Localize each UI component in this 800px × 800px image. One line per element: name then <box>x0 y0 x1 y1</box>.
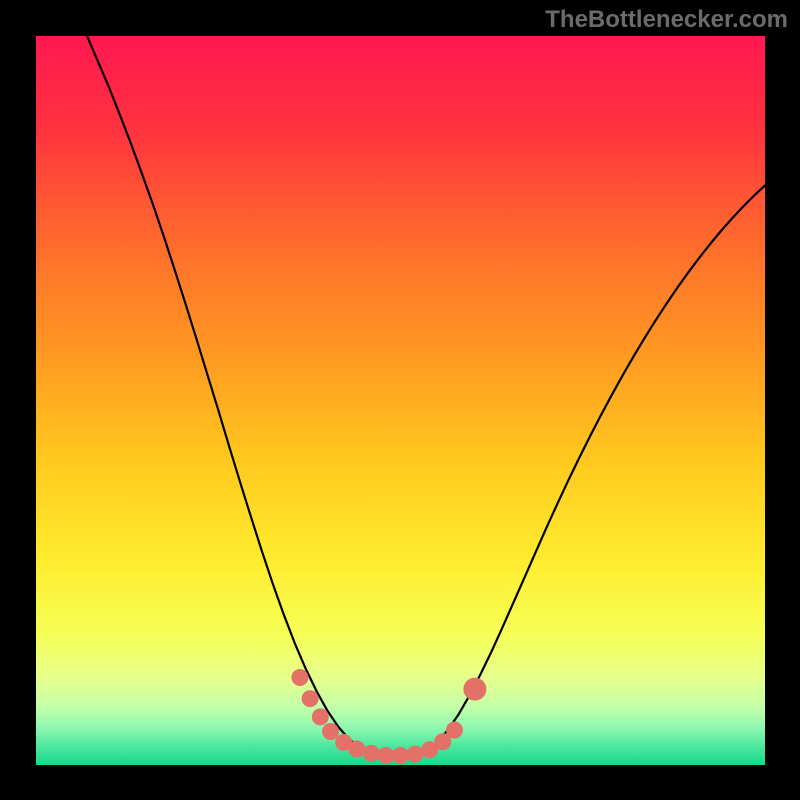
bead-marker <box>348 740 365 757</box>
plot-area <box>36 36 765 765</box>
bead-marker <box>407 746 424 763</box>
chart-svg <box>36 36 765 765</box>
gradient-background <box>36 36 765 765</box>
bead-marker <box>291 669 308 686</box>
bead-marker-isolated <box>463 678 486 701</box>
bead-marker <box>377 747 394 764</box>
bead-marker <box>302 690 319 707</box>
bead-marker <box>312 708 329 725</box>
watermark-text: TheBottlenecker.com <box>545 6 788 34</box>
bead-marker <box>322 723 339 740</box>
bead-marker <box>392 747 409 764</box>
bead-marker <box>363 745 380 762</box>
bead-marker <box>446 722 463 739</box>
